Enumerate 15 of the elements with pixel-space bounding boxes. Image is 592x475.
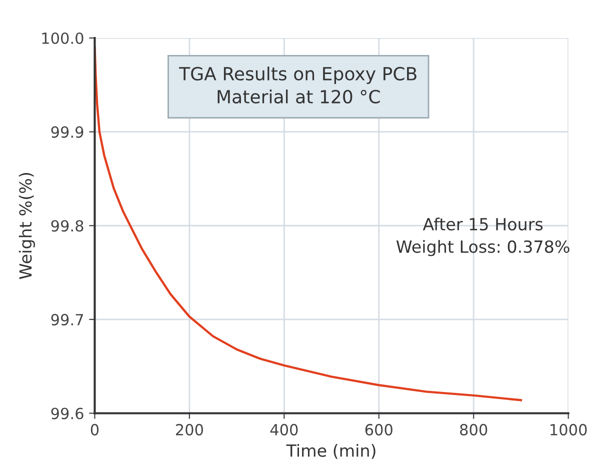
y-tick-label: 99.8 — [51, 220, 84, 232]
y-tick-label: 99.6 — [51, 408, 84, 420]
x-tick-label: 400 — [270, 424, 298, 436]
y-tick-label: 99.7 — [51, 314, 83, 326]
x-axis-title: Time (min) — [286, 444, 376, 459]
y-axis-title: Weight %(%) — [18, 173, 36, 280]
y-tick-label: 99.9 — [51, 126, 84, 138]
x-tick-label: 200 — [176, 424, 204, 436]
annotation: After 15 Hours Weight Loss: 0.378% — [396, 218, 570, 256]
x-tick-label: 800 — [460, 424, 488, 436]
x-tick-label: 600 — [365, 424, 392, 436]
x-tick-label: 0 — [90, 424, 99, 436]
x-tick-label: 1000 — [550, 424, 587, 436]
y-tick-label: 100.0 — [42, 32, 84, 44]
text: TGA Results on Epoxy PCB Material at 120 °C — [179, 66, 416, 104]
